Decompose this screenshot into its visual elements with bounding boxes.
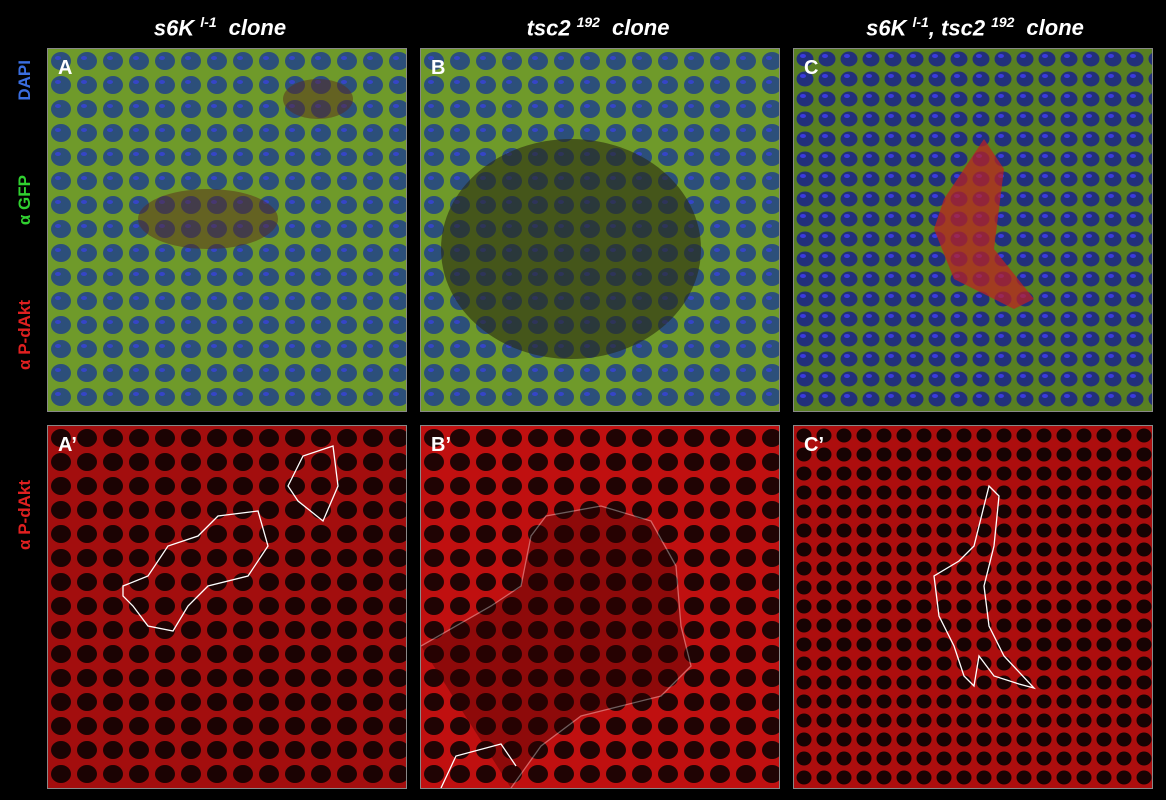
stain-label: α GFP	[15, 175, 34, 226]
stain-label: α P-dAkt	[15, 300, 34, 370]
micrograph	[48, 49, 406, 411]
panel-label: B	[431, 57, 446, 79]
micrograph	[421, 49, 779, 411]
image-panel: B	[420, 48, 780, 412]
superscript: l-1	[200, 14, 217, 30]
image-panel: C	[793, 48, 1153, 412]
stain-label: DAPI	[15, 60, 34, 101]
superscript: 192	[576, 14, 600, 30]
title-text: tsc2	[526, 15, 571, 41]
image-panel: B’	[420, 425, 780, 789]
title-text: clone	[228, 15, 287, 41]
title-text: , tsc2	[928, 15, 986, 41]
column-title: s6K l-1 clone	[40, 14, 400, 41]
stain-label: α P-dAkt	[15, 480, 34, 550]
panel-label: A	[58, 57, 73, 79]
panel-label: A’	[58, 434, 77, 456]
micrograph	[794, 49, 1152, 411]
panel-label: C’	[804, 434, 824, 456]
panel-label: C	[804, 57, 819, 79]
image-panel: A	[47, 48, 407, 412]
image-panel: A’	[47, 425, 407, 789]
row-label: α P-dAkt α GFP DAPI	[10, 60, 40, 370]
title-text: clone	[1026, 15, 1084, 41]
micrograph	[421, 426, 779, 788]
micrograph	[794, 426, 1152, 788]
title-text: s6K	[866, 15, 907, 41]
title-text: clone	[611, 15, 670, 41]
image-panel: C’	[793, 425, 1153, 789]
panel-label: B’	[431, 434, 451, 456]
superscript: l-1	[912, 14, 929, 30]
row-label: α P-dAkt	[10, 440, 40, 550]
micrograph	[48, 426, 406, 788]
superscript: 192	[991, 14, 1015, 30]
title-text: s6K	[153, 15, 195, 41]
column-title: s6K l-1, tsc2 192 clone	[795, 14, 1155, 41]
column-title: tsc2 192 clone	[418, 14, 778, 41]
